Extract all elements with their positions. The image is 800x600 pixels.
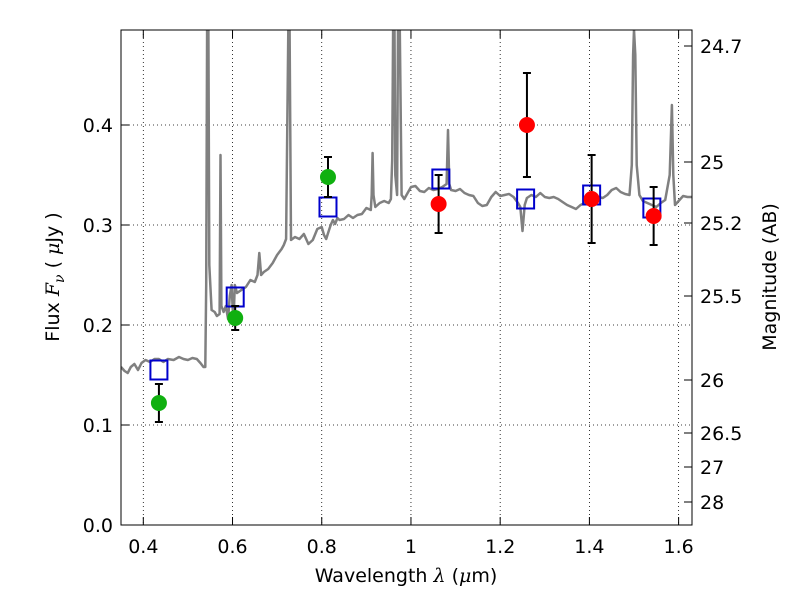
photometry-point [227, 310, 244, 326]
y2-tick-label: 24.7 [700, 36, 742, 58]
model-square-marker [431, 168, 451, 190]
x-tick-label: 1.4 [574, 536, 604, 558]
x-tick-label: 0.6 [217, 536, 247, 558]
y-tick-label: 0.4 [83, 115, 113, 137]
y-tick-label: 0.0 [83, 515, 113, 537]
tick-labels: 0.4 0.6 0.8 1 1.2 1.4 1.6 0.0 0.1 0.2 0.3 0.4 24.7 25… [83, 36, 743, 558]
y2-tick-label: 25.2 [700, 213, 742, 235]
plot-frame [120, 29, 693, 526]
plot-background [121, 30, 692, 525]
x-tick-label: 1.2 [485, 536, 515, 558]
y2-axis-label: Magnitude (AB) [759, 203, 781, 351]
y-tick-label: 0.3 [83, 215, 113, 237]
y2-tick-label: 25.5 [700, 286, 742, 308]
y2-tick-label: 26 [700, 370, 724, 392]
y-axis-label: Flux Fν ( μJy ) [42, 212, 68, 341]
x-tick-label: 1.6 [664, 536, 694, 558]
y2-tick-label: 27 [700, 457, 724, 479]
photometry-point [583, 191, 600, 207]
photometry-point [518, 117, 535, 133]
ticks [121, 30, 692, 526]
x-tick-label: 1 [405, 536, 417, 558]
y-tick-label: 0.1 [83, 415, 113, 437]
x-tick-label: 0.8 [307, 536, 337, 558]
x-tick-label: 0.4 [128, 536, 158, 558]
photometry-point [430, 196, 447, 212]
x-axis-label: Wavelength λ (μm) [315, 565, 498, 587]
y2-tick-label: 28 [700, 492, 724, 514]
photometry-point [319, 169, 336, 185]
y-tick-label: 0.2 [83, 315, 113, 337]
data-layer [121, 30, 692, 423]
model-square-marker [149, 359, 169, 381]
photometry-point [150, 395, 167, 411]
y2-tick-label: 26.5 [700, 423, 742, 445]
y2-tick-label: 25 [700, 152, 724, 174]
grid [121, 30, 692, 526]
model-square-marker [516, 188, 536, 210]
photometry-point [645, 208, 662, 224]
